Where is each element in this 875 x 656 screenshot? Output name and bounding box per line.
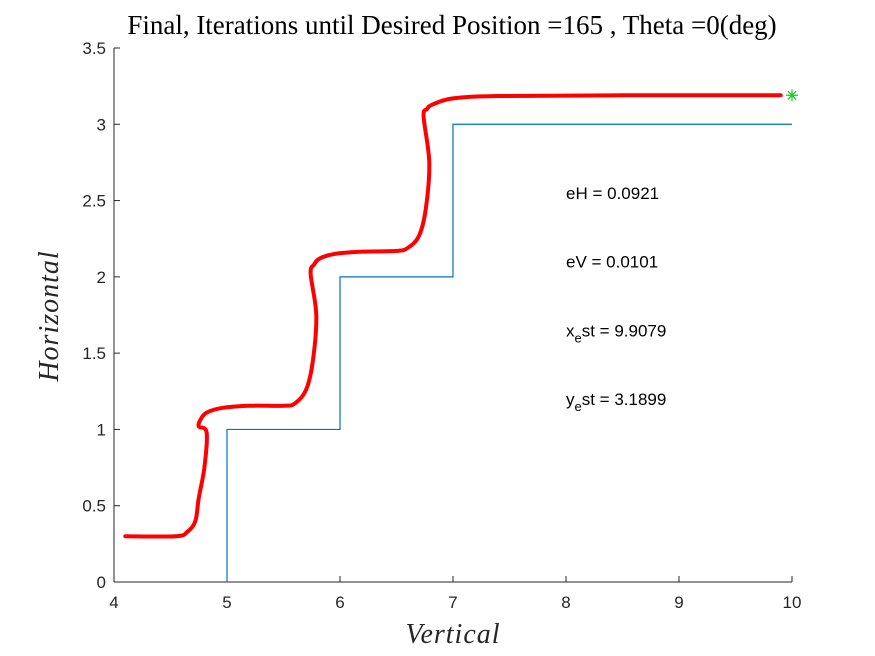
y-tick-label: 1.5: [82, 344, 106, 363]
reference-step-line: [226, 123, 792, 582]
y-tick-label: 2.5: [82, 192, 106, 211]
y-tick-label: 2: [97, 268, 106, 287]
y-tick-label: 0.5: [82, 497, 106, 516]
y-tick-label: 3.5: [82, 39, 106, 58]
x-tick-label: 6: [335, 593, 344, 612]
end-point-marker: [786, 89, 798, 102]
x-tick-label: 8: [561, 593, 570, 612]
x-tick-label: 9: [674, 593, 683, 612]
y-tick-label: 0: [97, 573, 106, 592]
annotations: eH = 0.0921 eV = 0.0101 xest = 9.9079 yest …: [566, 184, 666, 414]
trajectory-line: [123, 93, 783, 539]
y-tick-label: 3: [97, 115, 106, 134]
x-axis-label: Vertical: [405, 619, 500, 650]
x-tick-label: 7: [448, 593, 457, 612]
annotation-text: yest = 3.1899: [566, 390, 666, 414]
annotation-text: eH = 0.0921: [566, 184, 659, 203]
annotation-text: eV = 0.0101: [566, 253, 658, 272]
chart-title: Final, Iterations until Desired Position…: [127, 10, 776, 40]
axes: 4 5 6 7 8 9 10 0 0.5 1 1.5 2 2.5 3 3.5: [82, 39, 801, 612]
x-tick-label: 5: [222, 593, 231, 612]
y-tick-label: 1: [97, 420, 106, 439]
x-tick-label: 10: [783, 593, 802, 612]
plot-series: [123, 89, 798, 582]
y-axis-label: Horizontal: [34, 250, 65, 382]
annotation-text: xest = 9.9079: [566, 321, 666, 345]
x-tick-label: 4: [109, 593, 118, 612]
marker-stroke: [787, 90, 797, 100]
